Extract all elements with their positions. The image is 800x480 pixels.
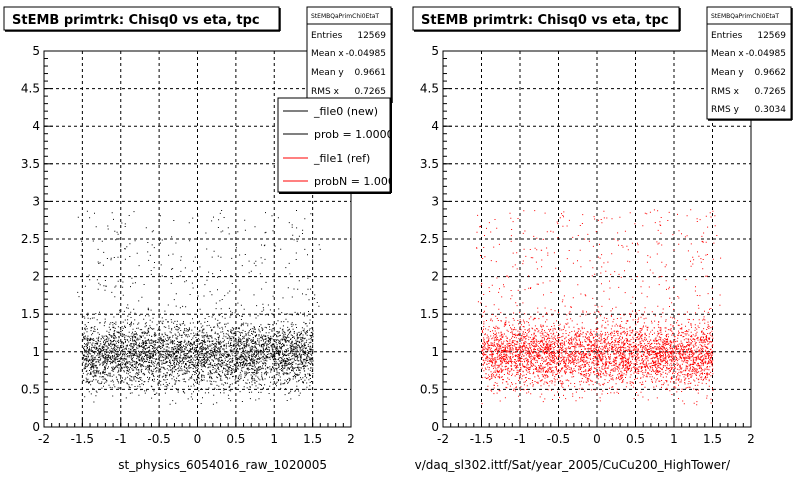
x-tick-label: -2 [38,432,50,446]
right-stats-label: RMS y [711,105,740,115]
y-tick-label: 0.5 [420,382,439,396]
right-stats-label: Entries [711,31,743,41]
y-tick-label: 5 [431,44,439,58]
right-stats-label: RMS x [711,87,740,97]
x-tick-label: 0 [194,432,202,446]
y-tick-label: 2 [32,270,40,284]
x-tick-label: 2 [347,432,355,446]
x-tick-label: -1 [115,432,127,446]
y-tick-label: 4 [32,119,40,133]
left-scatter-points [77,210,321,405]
right-stats-value: 12569 [757,31,786,41]
x-tick-label: 1.5 [703,432,722,446]
right-title: StEMB primtrk: Chisq0 vs eta, tpc [421,13,669,28]
left-stats-header: StEMBQaPrimChi0EtaT [311,13,379,20]
y-tick-label: 3.5 [420,157,439,171]
y-tick-label: 4.5 [21,82,40,96]
x-tick-label: -0.5 [547,432,570,446]
right-stats-box [706,6,792,120]
left-stats-value: 0.9661 [355,68,387,78]
x-tick-label: 0.5 [626,432,645,446]
y-tick-label: 5 [32,44,40,58]
right-title-box [412,6,680,31]
scatter-markers [476,209,722,406]
left-stats-value: 0.7265 [355,87,387,97]
left-stats-value: -0.04985 [346,49,386,59]
x-tick-label: -0.5 [147,432,170,446]
right-histogram-panel: -2 -1.5 -1 -0.5 0 0.5 1 1.5 2 0 0.5 1 1.5 2 2.5 3 3.5 4 4.… [412,6,793,472]
right-stats-value: -0.04985 [746,49,786,59]
right-stats-value: 0.9662 [755,68,787,78]
y-tick-label: 1 [32,345,40,359]
y-tick-label: 3 [431,194,439,208]
right-stats-label: Mean x [711,49,744,59]
left-legend-label: prob = 1.000000 [314,128,408,141]
left-legend-label: _file0 (new) [313,105,378,118]
left-stats-label: RMS x [311,87,340,97]
left-legend-box [277,97,391,193]
y-tick-label: 4.5 [420,82,439,96]
right-stats-label: Mean y [711,68,744,78]
y-tick-label: 2 [431,270,439,284]
scatter-markers [77,210,321,405]
left-stats-label: Mean y [311,68,344,78]
y-tick-label: 2.5 [21,232,40,246]
right-stats-value: 0.3034 [755,105,787,115]
left-legend-label: _file1 (ref) [313,152,370,165]
x-tick-label: -1.5 [71,432,94,446]
x-tick-label: -1.5 [470,432,493,446]
y-tick-label: 0 [431,420,439,434]
right-x-axis-label: v/daq_sl302.ittf/Sat/year_2005/CuCu200_H… [415,458,731,472]
left-legend-label: probN = 1.000000 [314,175,416,188]
left-axes: -2 -1.5 -1 -0.5 0 0.5 1 1.5 2 0 0.5 1 1.5 2 2.5 3 3.5 4 4.… [21,44,355,446]
right-scatter-points [476,209,722,406]
left-stats-value: 12569 [357,31,386,41]
y-tick-label: 0.5 [21,382,40,396]
right-axes: -2 -1.5 -1 -0.5 0 0.5 1 1.5 2 0 0.5 1 1.5 2 2.5 3 3.5 4 4.… [420,44,755,446]
left-legend-clip: _file0 (new) prob = 1.000000 _file1 (ref… [313,105,416,188]
y-tick-label: 1.5 [420,307,439,321]
x-tick-label: 0 [593,432,601,446]
right-stats-value: 0.7265 [755,87,787,97]
left-stats-label: Mean x [311,49,344,59]
y-tick-label: 1.5 [21,307,40,321]
y-tick-label: 1 [431,345,439,359]
x-tick-label: 1 [670,432,678,446]
x-tick-label: 0.5 [226,432,245,446]
x-tick-label: 1 [270,432,278,446]
x-tick-label: -2 [437,432,449,446]
left-x-axis-label: st_physics_6054016_raw_1020005 [118,458,327,472]
y-tick-label: 3 [32,194,40,208]
x-tick-label: -1 [514,432,526,446]
right-stats-header: StEMBQaPrimChi0EtaT [711,13,779,20]
y-tick-label: 4 [431,119,439,133]
left-title-box [3,6,280,31]
x-tick-label: 1.5 [303,432,322,446]
left-stats-label: Entries [311,31,343,41]
left-title: StEMB primtrk: Chisq0 vs eta, tpc [12,13,260,28]
y-tick-label: 3.5 [21,157,40,171]
y-tick-label: 0 [32,420,40,434]
left-histogram-panel: -2 -1.5 -1 -0.5 0 0.5 1 1.5 2 0 0.5 1 1.5 2 2.5 3 3.5 4 4.… [3,6,416,472]
y-tick-label: 2.5 [420,232,439,246]
x-tick-label: 2 [747,432,755,446]
